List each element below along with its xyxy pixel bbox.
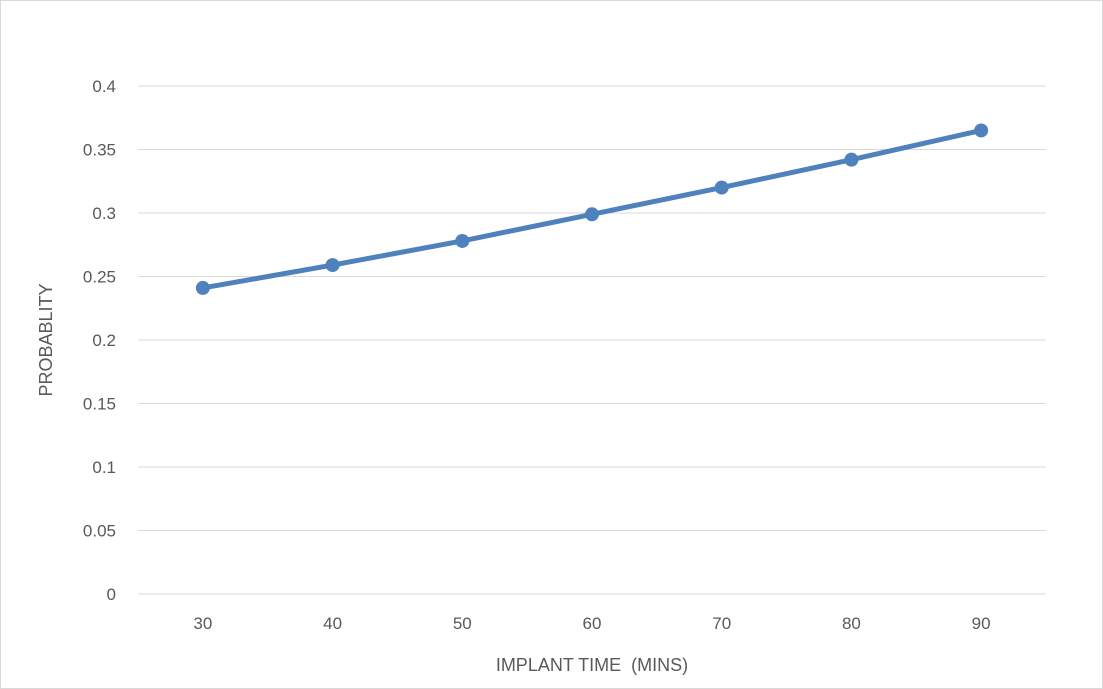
- data-point: [844, 152, 859, 167]
- series-layer: [195, 123, 989, 295]
- x-tick-label: 60: [583, 614, 602, 633]
- x-tick-label: 30: [193, 614, 212, 633]
- data-point: [455, 233, 470, 248]
- x-tick-label: 70: [712, 614, 731, 633]
- y-tick-label: 0: [107, 585, 116, 604]
- grid-lines: [138, 85, 1046, 595]
- data-point: [195, 280, 210, 295]
- x-axis-title: IMPLANT TIME (MINS): [496, 655, 688, 675]
- x-tick-label: 80: [842, 614, 861, 633]
- y-tick-label: 0.2: [92, 331, 116, 350]
- y-tick-label: 0.4: [92, 77, 116, 96]
- y-tick-label: 0.05: [83, 522, 116, 541]
- y-tick-labels: 0 0.05 0.1 0.15 0.2 0.25 0.3 0.35 0.4: [83, 77, 116, 604]
- y-tick-label: 0.25: [83, 268, 116, 287]
- data-point: [714, 180, 729, 195]
- data-point: [585, 207, 599, 222]
- x-tick-label: 90: [972, 614, 991, 633]
- y-tick-label: 0.3: [92, 204, 116, 223]
- y-tick-label: 0.15: [83, 395, 116, 414]
- y-axis-title: PROBABLITY: [36, 283, 56, 396]
- x-tick-label: 40: [323, 614, 342, 633]
- data-point: [325, 258, 340, 273]
- x-tick-labels: 30 40 50 60 70 80 90: [193, 614, 990, 633]
- x-tick-label: 50: [453, 614, 472, 633]
- y-tick-label: 0.35: [83, 141, 116, 160]
- y-tick-label: 0.1: [92, 458, 116, 477]
- data-point: [974, 123, 989, 138]
